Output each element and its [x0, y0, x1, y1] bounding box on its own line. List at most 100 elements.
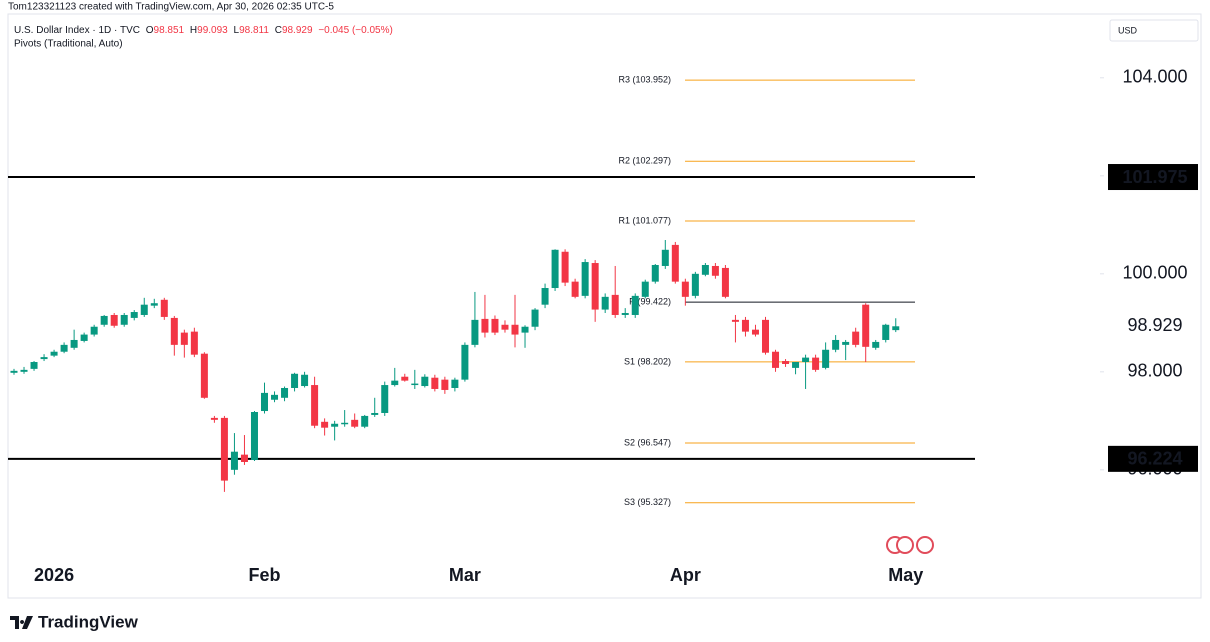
- candle-body: [190, 331, 198, 355]
- candle-body: [441, 379, 449, 390]
- x-tick-label: 2026: [34, 565, 74, 585]
- indicator: Pivots (Traditional, Auto): [14, 39, 123, 50]
- candle-body: [381, 385, 389, 413]
- candle-body: [110, 314, 118, 326]
- candle-body: [70, 339, 78, 348]
- candle-body: [491, 318, 499, 333]
- candle-body: [140, 304, 148, 315]
- x-tick-label: May: [888, 565, 923, 585]
- x-tick-label: Feb: [248, 565, 280, 585]
- event-icons: [886, 536, 934, 554]
- currency-box[interactable]: [1109, 19, 1199, 42]
- candle-body: [130, 312, 138, 318]
- candle-body: [311, 385, 319, 426]
- candle-body: [501, 324, 509, 330]
- candle-body: [120, 314, 128, 325]
- candle-body: [812, 357, 820, 370]
- candle-body: [751, 329, 759, 335]
- symbol: U.S. Dollar Index · 1D · TVC: [14, 25, 140, 36]
- pivot-label: S3 (95.327): [624, 497, 671, 507]
- brand-logo: [10, 616, 33, 629]
- candle-body: [271, 394, 279, 400]
- candle-body: [892, 326, 900, 331]
- candle-body: [40, 357, 48, 360]
- candle-body: [20, 369, 28, 372]
- change: −0.045 (−0.05%): [318, 25, 393, 36]
- candle-body: [641, 281, 649, 297]
- candle-body: [210, 417, 218, 420]
- candle-body: [601, 296, 609, 310]
- candle-body: [651, 264, 659, 282]
- ohlc-label: L: [234, 25, 240, 36]
- candle-body: [541, 288, 549, 305]
- ohlc-value: 98.811: [239, 25, 269, 36]
- candle-body: [421, 376, 429, 387]
- price-label: 101.975: [1122, 167, 1187, 187]
- price-label-box: [1108, 164, 1198, 191]
- candle-body: [160, 299, 168, 317]
- candle-body: [281, 387, 289, 398]
- currency: USD: [1118, 25, 1138, 35]
- candle-body: [150, 303, 158, 306]
- candle-body: [551, 249, 559, 289]
- candle-body: [721, 267, 729, 297]
- ohlc-label: H: [190, 25, 197, 36]
- candle-body: [731, 319, 739, 322]
- candle-body: [451, 379, 459, 388]
- pivot-label: R3 (103.952): [618, 75, 671, 85]
- candle-body: [411, 383, 419, 386]
- candle-body: [822, 349, 830, 368]
- candle-body: [80, 334, 88, 341]
- candle-body: [862, 304, 870, 347]
- price-label: 96.224: [1127, 449, 1182, 469]
- candle-body: [60, 344, 68, 352]
- candle-body: [170, 317, 178, 345]
- candle-body: [872, 341, 880, 348]
- candle-body: [581, 262, 589, 296]
- y-tick-label: 104.000: [1122, 67, 1187, 87]
- candle-body: [361, 415, 369, 427]
- pivot-label: R2 (102.297): [618, 156, 671, 166]
- ohlc-value: 98.851: [154, 25, 185, 36]
- candle-body: [301, 374, 309, 387]
- candle-body: [180, 332, 188, 345]
- legend: U.S. Dollar Index · 1D · TVC O98.851 H99…: [14, 25, 393, 36]
- candle-body: [371, 412, 379, 415]
- candle-body: [521, 326, 529, 333]
- candle-body: [100, 315, 108, 325]
- candle-body: [671, 244, 679, 282]
- candle-body: [882, 324, 890, 340]
- candle-body: [30, 362, 38, 369]
- candle-body: [661, 249, 669, 266]
- candle-body: [471, 319, 479, 345]
- candle-body: [842, 341, 850, 345]
- y-tick-label: 98.000: [1127, 361, 1182, 381]
- candle-body: [621, 313, 629, 315]
- candle-body: [481, 318, 489, 333]
- candle-body: [561, 251, 569, 283]
- candle-body: [291, 373, 299, 388]
- candle-body: [571, 281, 579, 297]
- candle-body: [50, 351, 58, 356]
- candle-body: [591, 263, 599, 310]
- candle-body: [250, 412, 258, 461]
- candle-body: [90, 326, 98, 335]
- candle-body: [782, 361, 790, 364]
- candle-body: [691, 273, 699, 296]
- candle-body: [261, 392, 268, 412]
- candle-body: [792, 362, 800, 368]
- candle-body: [681, 281, 689, 297]
- candle-body: [802, 357, 810, 363]
- candle-body: [631, 295, 639, 315]
- candle-body: [461, 344, 469, 380]
- candle-body: [331, 423, 339, 427]
- candle-body: [701, 264, 709, 275]
- candle-body: [220, 417, 228, 481]
- pivot-label: R1 (101.077): [618, 215, 671, 225]
- candle-body: [531, 309, 539, 327]
- candle-body: [200, 353, 208, 398]
- candle-body: [611, 294, 619, 315]
- candle-body: [230, 451, 238, 470]
